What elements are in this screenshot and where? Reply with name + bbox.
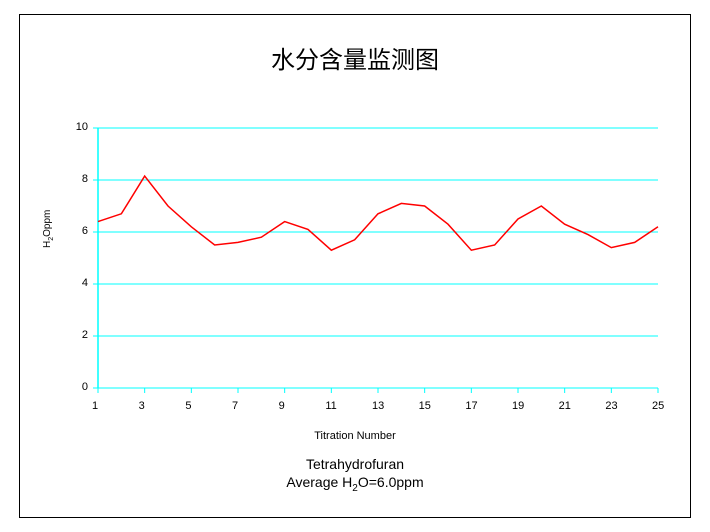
- y-tick-label: 6: [82, 225, 88, 237]
- y-tick-label: 8: [82, 173, 88, 185]
- subtitle-sample: Tetrahydrofuran: [0, 456, 710, 472]
- x-tick-label: 5: [185, 400, 191, 412]
- subtitle-average: Average H2O=6.0ppm: [0, 474, 710, 494]
- y-tick-label: 10: [76, 121, 88, 133]
- y-tick-label: 4: [82, 277, 88, 289]
- x-tick-label: 23: [605, 400, 617, 412]
- x-tick-label: 15: [419, 400, 431, 412]
- x-tick-label: 17: [465, 400, 477, 412]
- x-tick-label: 1: [92, 400, 98, 412]
- x-tick-label: 3: [139, 400, 145, 412]
- x-tick-label: 19: [512, 400, 524, 412]
- y-axis-label: H2Oppm: [42, 210, 55, 248]
- x-tick-label: 13: [372, 400, 384, 412]
- x-tick-label: 7: [232, 400, 238, 412]
- x-tick-label: 25: [652, 400, 664, 412]
- y-tick-label: 2: [82, 329, 88, 341]
- chart-container: 水分含量监测图 H2Oppm Titration Number Tetrahyd…: [0, 0, 710, 532]
- x-tick-label: 21: [559, 400, 571, 412]
- y-tick-label: 0: [82, 381, 88, 393]
- x-tick-label: 11: [325, 400, 336, 412]
- x-tick-label: 9: [279, 400, 285, 412]
- line-chart-svg: [98, 128, 658, 388]
- x-axis-label: Titration Number: [0, 430, 710, 442]
- chart-title: 水分含量监测图: [0, 40, 710, 75]
- plot-area: [98, 128, 658, 388]
